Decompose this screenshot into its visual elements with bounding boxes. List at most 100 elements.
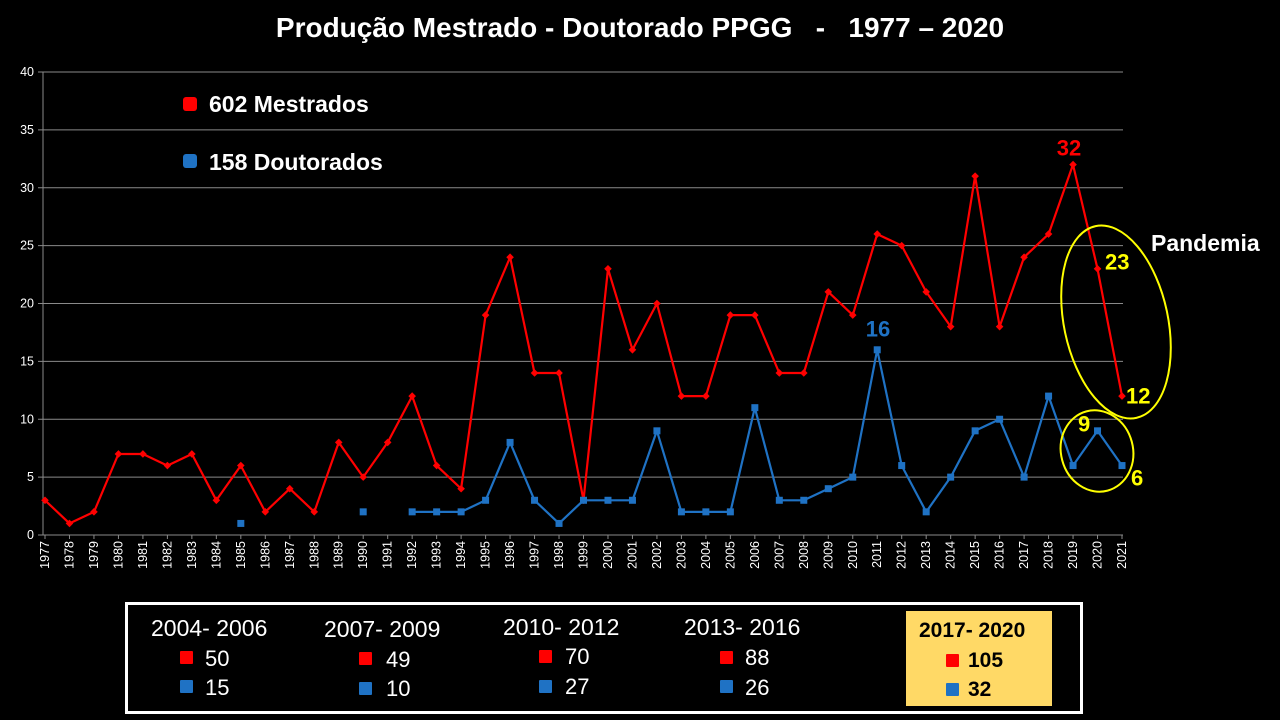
y-tick-label-35: 35 — [20, 123, 34, 137]
x-tick-label-1986: 1986 — [258, 541, 272, 569]
x-tick-label-2019: 2019 — [1066, 541, 1080, 569]
gridlines — [43, 71, 1123, 478]
period-label: 2007- 2009 — [324, 616, 441, 642]
doutorados-count: 26 — [745, 675, 770, 700]
x-tick-label-2017: 2017 — [1017, 541, 1031, 569]
marker-mestrados-2007 — [775, 369, 784, 377]
marker-doutorados-2013 — [922, 508, 930, 516]
marker-mestrados-2004 — [702, 392, 710, 400]
marker-mestrados-1984 — [212, 496, 221, 505]
marker-mestrados-2012 — [897, 241, 906, 250]
x-tick-label-2021: 2021 — [1115, 541, 1129, 569]
x-tick-label-1992: 1992 — [405, 541, 419, 569]
x-tick-label-1978: 1978 — [62, 541, 76, 569]
marker-mestrados-1991 — [383, 438, 392, 447]
marker-mestrados-1987 — [285, 484, 294, 493]
annotation-doutorados-2011: 16 — [866, 317, 890, 342]
x-tick-label-1985: 1985 — [234, 541, 248, 569]
marker-doutorados-2005 — [726, 508, 734, 516]
x-tick-label-1989: 1989 — [332, 541, 346, 569]
marker-mestrados-1989 — [334, 438, 343, 447]
marker-doutorados-2010 — [849, 473, 857, 481]
x-tick-label-2016: 2016 — [993, 541, 1007, 569]
marker-doutorados-2020 — [1094, 427, 1102, 435]
series-markers — [41, 160, 1126, 528]
series-line-doutorados-1 — [412, 348, 1123, 525]
y-tick-label-0: 0 — [27, 528, 34, 542]
x-tick-label-2013: 2013 — [919, 541, 933, 569]
annotation-mestrados-2019: 32 — [1057, 136, 1081, 161]
marker-mestrados-1979 — [90, 508, 98, 516]
marker-doutorados-2006 — [751, 404, 759, 412]
doutorados-square — [946, 683, 959, 696]
marker-mestrados-1998 — [555, 369, 563, 377]
doutorados-square — [720, 680, 733, 693]
marker-mestrados-1997 — [530, 369, 539, 377]
mestrados-square — [946, 654, 959, 667]
doutorados-square — [180, 680, 193, 693]
marker-doutorados-1997 — [531, 496, 539, 504]
marker-mestrados-2010 — [848, 311, 857, 319]
summary-table: 2004- 2006 50 15 2007- 2009 49 10 2010- … — [125, 602, 1083, 714]
marker-mestrados-2020 — [1093, 264, 1102, 273]
x-tick-label-2002: 2002 — [650, 541, 664, 569]
marker-doutorados-1998 — [555, 519, 563, 527]
x-tick-label-2014: 2014 — [944, 541, 958, 569]
marker-doutorados-2000 — [604, 496, 612, 504]
mestrados-count: 105 — [968, 649, 1004, 672]
series-lines — [44, 163, 1124, 525]
legend-swatch-doutorados — [183, 154, 197, 168]
marker-mestrados-1977 — [41, 496, 49, 505]
x-tick-label-1994: 1994 — [454, 541, 468, 569]
legend-label-mestrados: 602 Mestrados — [209, 91, 369, 117]
marker-mestrados-1990 — [359, 473, 368, 481]
marker-mestrados-2009 — [824, 288, 833, 296]
marker-doutorados-2016 — [996, 415, 1004, 423]
marker-mestrados-2001 — [628, 346, 637, 354]
line-chart: 0 5 10 15 20 25 30 35 40 1977 1978 1979 1980 1981 1982… — [20, 65, 1260, 569]
x-tick-label-2011: 2011 — [870, 541, 884, 568]
marker-doutorados-2017 — [1020, 473, 1028, 481]
marker-mestrados-2008 — [799, 369, 808, 377]
marker-mestrados-2014 — [946, 322, 955, 331]
x-tick-label-1991: 1991 — [381, 541, 395, 569]
mestrados-square — [180, 651, 193, 664]
marker-doutorados-2009 — [824, 485, 832, 493]
x-tick-label-2020: 2020 — [1091, 541, 1105, 569]
marker-mestrados-1982 — [163, 461, 172, 470]
marker-mestrados-1988 — [310, 508, 319, 516]
doutorados-count: 10 — [386, 676, 411, 701]
marker-doutorados-2021 — [1118, 462, 1126, 470]
x-tick-label-2005: 2005 — [723, 541, 737, 569]
marker-mestrados-1993 — [432, 461, 441, 470]
axes — [38, 71, 1123, 539]
marker-mestrados-2018 — [1044, 230, 1053, 238]
x-tick-label-1998: 1998 — [552, 541, 566, 569]
marker-mestrados-2003 — [677, 392, 686, 400]
marker-doutorados-2007 — [775, 496, 783, 504]
marker-doutorados-1994 — [457, 508, 465, 516]
marker-doutorados-1992 — [408, 508, 416, 516]
x-tick-label-1995: 1995 — [479, 541, 493, 569]
x-tick-label-1987: 1987 — [283, 541, 297, 569]
x-tick-label-1988: 1988 — [307, 541, 321, 569]
marker-doutorados-2011 — [873, 346, 881, 354]
marker-mestrados-1992 — [408, 392, 416, 400]
marker-mestrados-2002 — [653, 299, 661, 308]
marker-mestrados-2019 — [1069, 160, 1077, 169]
marker-doutorados-2018 — [1045, 392, 1053, 400]
y-tick-label-10: 10 — [20, 412, 34, 426]
marker-doutorados-2003 — [677, 508, 685, 516]
x-tick-label-2003: 2003 — [674, 541, 688, 569]
x-tick-label-1984: 1984 — [209, 541, 223, 569]
marker-doutorados-2002 — [653, 427, 661, 435]
x-tick-label-1993: 1993 — [430, 541, 444, 569]
marker-mestrados-2016 — [995, 322, 1004, 331]
annotation-mestrados-2020: 23 — [1105, 250, 1129, 275]
marker-doutorados-2008 — [800, 496, 808, 504]
mestrados-count: 88 — [745, 645, 770, 670]
pandemia-mestrados-highlight-ellipse — [1060, 224, 1172, 420]
doutorados-count: 27 — [565, 674, 590, 699]
marker-mestrados-1994 — [457, 484, 465, 493]
